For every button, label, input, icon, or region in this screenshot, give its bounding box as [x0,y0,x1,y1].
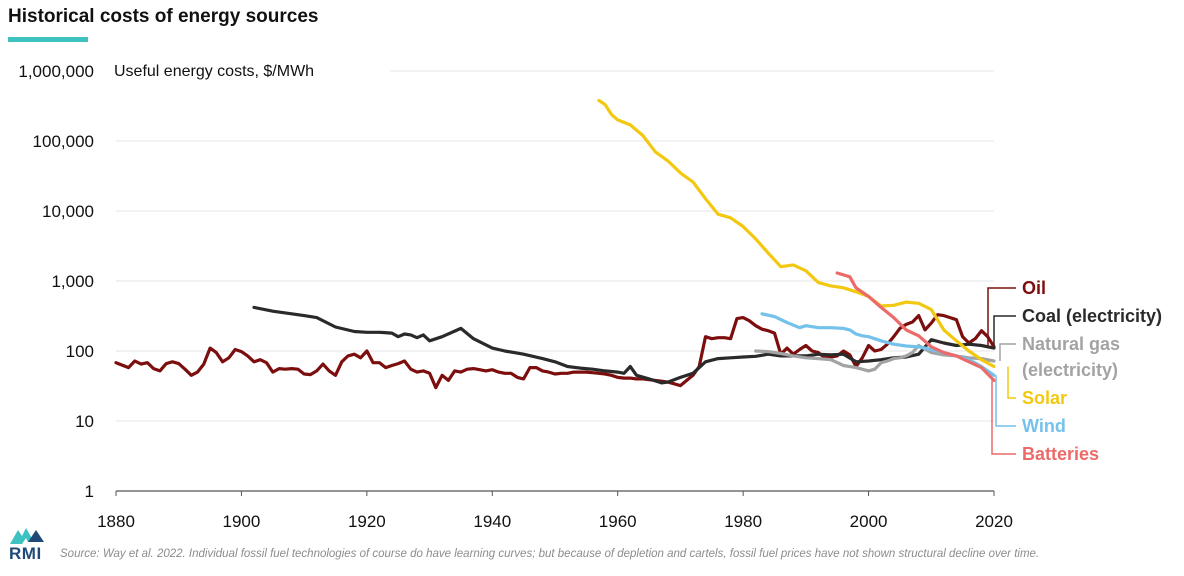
x-tick-label: 1920 [348,512,386,531]
source-note: Source: Way et al. 2022. Individual foss… [60,548,1040,560]
series-label-coal-electricity: Coal (electricity) [1022,306,1162,326]
series-line-oil [114,313,996,390]
series-line-solar [597,98,996,369]
y-tick-label: 100,000 [33,132,94,151]
callout-leader-batteries [991,380,1016,455]
series-lines [114,98,996,390]
callout-leader-natural-gas-electricity [999,343,1016,361]
y-tick-label: 1,000 [51,272,94,291]
gridlines [116,70,994,492]
series-line-natural-gas-electricity [754,343,996,373]
y-axis-label: Useful energy costs, $/MWh [114,63,314,80]
series-label-natural-gas-electricity: Natural gas [1022,334,1120,354]
x-tick-labels: 1880 1900 1920 1940 1960 1980 2000 2020 [97,491,1013,531]
y-tick-label: 100 [66,342,94,361]
callout-leader-coal-electricity [993,315,1016,349]
x-tick-label: 1940 [473,512,511,531]
y-tick-label: 1,000,000 [18,62,94,81]
series-line-coal-electricity [252,305,996,385]
y-tick-label: 1 [85,482,94,501]
series-label-wind: Wind [1022,416,1066,436]
y-tick-labels: 1 10 100 1,000 10,000 100,000 1,000,000 [18,62,94,501]
series-label-oil: Oil [1022,278,1046,298]
y-tick-label: 10,000 [42,202,94,221]
callout-leader-solar [1007,366,1016,399]
chart-title: Historical costs of energy sources [8,6,319,27]
y-tick-label: 10 [75,412,94,431]
x-tick-label: 1880 [97,512,135,531]
series-label-solar: Solar [1022,388,1067,408]
series-label-batteries: Batteries [1022,444,1099,464]
x-tick-label: 1980 [724,512,762,531]
title-accent-bar [8,37,88,42]
x-tick-label: 1900 [223,512,261,531]
x-tick-label: 2000 [850,512,888,531]
x-tick-label: 1960 [599,512,637,531]
x-tick-label: 2020 [975,512,1013,531]
callout-leader-oil [987,287,1016,347]
rmi-logo-icon [10,528,44,544]
rmi-logo-text: RMI [9,544,42,563]
series-callouts: Oil Coal (electricity) Natural gas (electri… [987,278,1162,464]
callout-leader-wind [995,375,1016,427]
series-line-batteries [835,271,996,382]
series-label-natural-gas-electricity-line2: (electricity) [1022,360,1118,380]
